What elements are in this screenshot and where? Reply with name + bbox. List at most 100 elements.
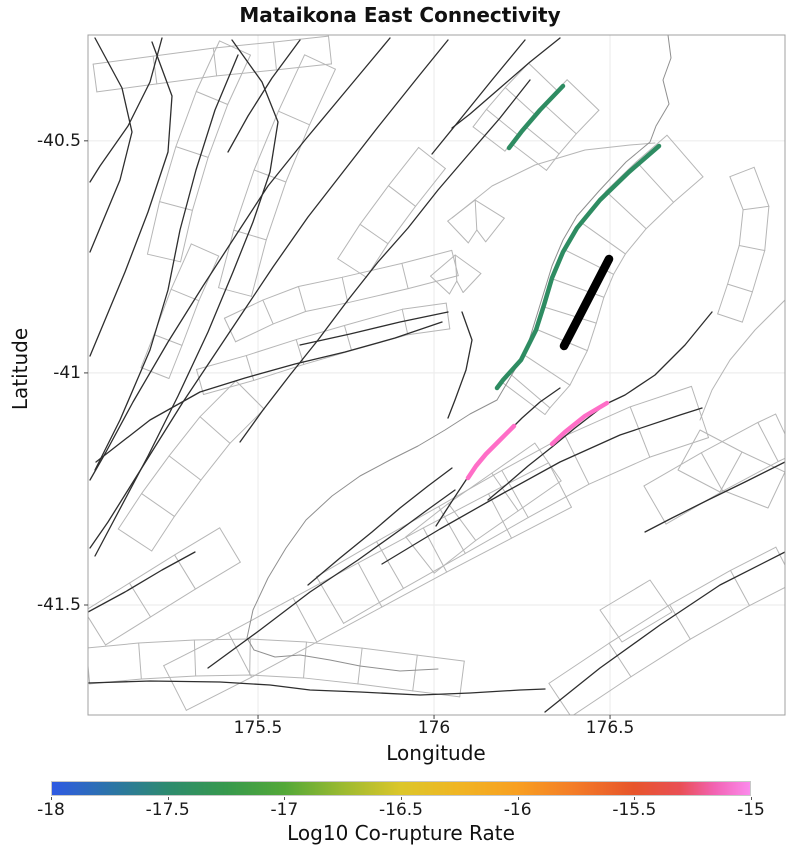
x-tick-label: 175.5 bbox=[233, 718, 283, 738]
fault-subsection-rung bbox=[195, 91, 229, 105]
fault-subsection-rung bbox=[341, 276, 349, 304]
highlight-co-rupture-pink-east bbox=[549, 400, 610, 447]
fault-trace bbox=[487, 311, 713, 501]
y-tick-label: -41.5 bbox=[37, 594, 81, 615]
fault-subsection-rung bbox=[543, 103, 577, 135]
fault-subsection-rail bbox=[203, 328, 451, 396]
colorbar-tick-mark bbox=[401, 797, 402, 800]
y-tick-label: -41 bbox=[53, 362, 81, 383]
fault-subsection-rung bbox=[462, 273, 482, 293]
fault-subsection-rung bbox=[88, 615, 107, 646]
fault-trace bbox=[435, 387, 561, 527]
fault-subsection-rung bbox=[548, 462, 572, 508]
fault-subsection-rung bbox=[507, 371, 551, 409]
fault-subsection-rung bbox=[175, 146, 209, 158]
chart-title: Mataikona East Connectivity bbox=[239, 3, 561, 27]
fault-subsection-rung bbox=[343, 325, 353, 351]
fault-subsection-rung bbox=[487, 493, 513, 539]
fault-subsection-rung bbox=[472, 126, 506, 152]
highlight-co-rupture-green-north bbox=[506, 83, 566, 151]
fault-subsection-rung bbox=[128, 582, 152, 618]
fault-subsection-rail bbox=[235, 275, 459, 343]
fault-subsection-rung bbox=[376, 541, 404, 589]
fault-subsection-rail bbox=[151, 408, 265, 552]
fault-subsection-rail bbox=[572, 586, 785, 715]
colorbar-tick-mark bbox=[167, 797, 169, 800]
fault-subsection-rail bbox=[218, 54, 306, 289]
fault-trace bbox=[95, 321, 443, 463]
fault-subsection-rung bbox=[359, 223, 389, 245]
fault-subsection-rung bbox=[159, 201, 193, 211]
fault-subsection-rung bbox=[700, 452, 724, 492]
plot-content bbox=[88, 35, 785, 715]
fault-subsection-rail bbox=[250, 68, 336, 297]
fault-subsection-rail bbox=[88, 638, 465, 662]
fault-subsection-rung bbox=[729, 569, 751, 607]
fault-subsection-rung bbox=[153, 334, 183, 346]
colorbar-tick-label: -16 bbox=[503, 800, 532, 820]
fault-subsection-rung bbox=[757, 421, 779, 463]
colorbar-tick-label: -15.5 bbox=[612, 800, 657, 820]
fault-subsection-rung bbox=[235, 380, 265, 410]
fault-subsection-rail bbox=[89, 674, 461, 698]
fault-subsection-rung bbox=[163, 665, 187, 711]
fault-subsection-rung bbox=[643, 485, 667, 525]
y-axis-label: Latitude bbox=[8, 327, 32, 411]
fault-subsection-outline bbox=[451, 142, 656, 219]
fault-subsection-rung bbox=[738, 244, 766, 252]
fault-subsection-rung bbox=[447, 220, 469, 244]
colorbar-tick-mark bbox=[517, 797, 519, 800]
fault-subsection-rung bbox=[605, 190, 647, 230]
fault-subsection-rung bbox=[295, 339, 305, 365]
fault-subsection-rung bbox=[717, 313, 743, 323]
fault-subsection-rung bbox=[474, 199, 478, 231]
fault-subsection-rung bbox=[666, 134, 704, 178]
fault-trace bbox=[88, 680, 546, 696]
fault-trace bbox=[307, 467, 453, 586]
fault-subsection-rail bbox=[741, 166, 770, 323]
fault-subsection-rung bbox=[117, 528, 153, 552]
fault-subsection-rail bbox=[105, 561, 241, 646]
highlight-co-rupture-pink-west bbox=[465, 423, 517, 481]
highlight-target-fault-black bbox=[559, 254, 614, 351]
fault-trace bbox=[89, 37, 133, 253]
fault-subsection-rail bbox=[180, 54, 251, 263]
y-tick-label: -40.5 bbox=[37, 130, 81, 151]
fault-subsection-rung bbox=[438, 506, 466, 554]
fault-subsection-rung bbox=[88, 660, 91, 685]
fault-subsection-rail bbox=[117, 380, 237, 530]
fault-subsection-rung bbox=[511, 143, 547, 171]
fault-trace bbox=[451, 37, 561, 129]
fault-subsection-rail bbox=[195, 302, 447, 370]
fault-subsection-rung bbox=[729, 166, 755, 178]
fault-subsection-rung bbox=[412, 654, 418, 692]
fault-subsection-rail bbox=[544, 176, 704, 415]
fault-subsection-rung bbox=[387, 185, 417, 207]
fault-subsection-rung bbox=[566, 79, 600, 111]
colorbar-tick-label: -17.5 bbox=[145, 800, 190, 820]
fault-trace bbox=[227, 39, 301, 153]
fault-trace bbox=[89, 39, 449, 549]
fault-subsection-rail bbox=[500, 134, 668, 382]
fault-subsection-rung bbox=[262, 299, 274, 325]
fault-subsection-rung bbox=[168, 455, 202, 481]
fault-subsection-rung bbox=[233, 229, 267, 241]
fault-subsection-rung bbox=[212, 47, 218, 77]
fault-subsection-rung bbox=[405, 536, 435, 574]
fault-subsection-rung bbox=[401, 262, 409, 290]
fault-subsection-rung bbox=[218, 287, 252, 297]
fault-subsection-rung bbox=[146, 253, 182, 263]
colorbar-tick-label: -16.5 bbox=[379, 800, 423, 820]
fault-trace bbox=[299, 311, 449, 346]
fault-subsection-outline bbox=[599, 579, 673, 643]
fault-subsection-rung bbox=[92, 63, 98, 93]
colorbar-tick-label: -17 bbox=[270, 800, 299, 820]
fault-subsection-rung bbox=[580, 221, 626, 255]
x-tick-label: 176 bbox=[417, 718, 451, 738]
fault-subsection-rung bbox=[357, 562, 383, 608]
fault-subsection-rung bbox=[327, 35, 333, 65]
fault-subsection-rail bbox=[472, 62, 530, 128]
fault-subsection-rung bbox=[219, 527, 241, 563]
colorbar-tick-mark bbox=[284, 797, 286, 800]
